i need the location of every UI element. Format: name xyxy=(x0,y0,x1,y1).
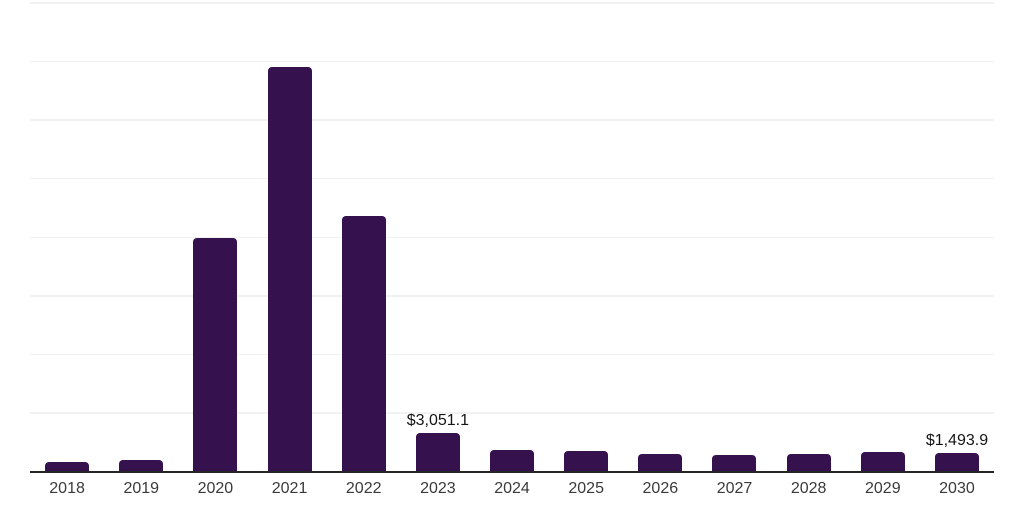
x-tick-label-2026: 2026 xyxy=(642,480,679,497)
bar-2018 xyxy=(45,461,90,471)
bar-2020 xyxy=(193,237,238,471)
x-tick-label-2025: 2025 xyxy=(568,480,604,497)
bar-2027 xyxy=(712,454,757,471)
plot-area: $3,051.1 $1,493.9 xyxy=(30,2,994,473)
bar-2023 xyxy=(415,433,460,471)
bar-group-2030: $1,493.9 xyxy=(920,2,994,471)
bar-2019 xyxy=(119,459,164,471)
bar-2026 xyxy=(638,453,683,471)
bar-group-2025 xyxy=(549,2,623,471)
x-axis-labels: 2018 2019 2020 2021 2022 2023 2024 2025 2026 2027… xyxy=(30,480,994,498)
x-tick-label-2023: 2023 xyxy=(420,480,456,497)
x-tick-label-2021: 2021 xyxy=(271,480,308,497)
gridline xyxy=(30,236,994,238)
x-tick-label-2027: 2027 xyxy=(716,480,753,497)
bar-2024 xyxy=(490,449,535,471)
bar-group-2019 xyxy=(104,2,178,471)
x-tick-label-2022: 2022 xyxy=(345,480,382,497)
gridline xyxy=(30,2,994,4)
x-tick-label-2029: 2029 xyxy=(865,480,901,497)
bar-group-2026 xyxy=(623,2,697,471)
bar-2025 xyxy=(564,451,609,471)
bar-group-2028 xyxy=(772,2,846,471)
bar-group-2024 xyxy=(475,2,549,471)
x-tick-label-2024: 2024 xyxy=(494,480,530,497)
bar-2030 xyxy=(934,452,979,471)
gridline xyxy=(30,412,994,414)
gridline xyxy=(30,353,994,356)
x-tick-label-2030: 2030 xyxy=(939,480,975,497)
bar-2029 xyxy=(860,452,905,471)
bar-group-2022 xyxy=(327,2,401,471)
bar-2021 xyxy=(267,67,312,471)
bars-container: $3,051.1 $1,493.9 xyxy=(30,2,994,471)
data-label-2023: $3,051.1 xyxy=(406,412,469,430)
bar-group-2029 xyxy=(846,2,920,471)
x-tick-label-2028: 2028 xyxy=(790,480,827,497)
data-label-2030: $1,493.9 xyxy=(925,431,989,449)
gridline xyxy=(30,119,994,121)
gridline xyxy=(30,60,994,63)
x-axis-line xyxy=(30,471,994,473)
bar-group-2020 xyxy=(178,2,252,471)
bar-group-2027 xyxy=(697,2,771,471)
x-tick-label-2018: 2018 xyxy=(49,480,85,497)
gridline xyxy=(30,295,994,297)
x-tick-label-2020: 2020 xyxy=(197,480,234,497)
bar-group-2018 xyxy=(30,2,104,471)
x-tick-label-2019: 2019 xyxy=(123,480,160,497)
gridline xyxy=(30,177,994,180)
bar-2022 xyxy=(341,215,386,471)
bar-group-2021 xyxy=(252,2,326,471)
bar-group-2023: $3,051.1 xyxy=(401,2,475,471)
bar-2028 xyxy=(786,453,831,471)
